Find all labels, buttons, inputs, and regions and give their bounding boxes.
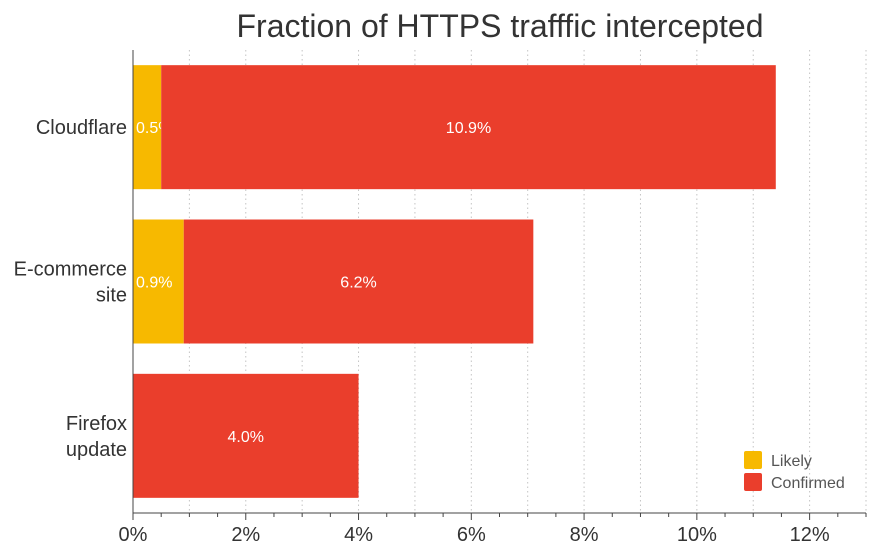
x-tick-label: 4%	[344, 524, 373, 546]
legend: Likely Confirmed	[744, 451, 845, 492]
bar-confirmed	[161, 65, 776, 190]
legend-swatch	[744, 473, 762, 491]
x-tick-label: 6%	[457, 524, 486, 546]
category-label: update	[66, 439, 127, 461]
category-labels: Cloudflare E-commerce site Firefox update	[14, 117, 127, 461]
legend-label: Confirmed	[771, 475, 845, 492]
axes: 0% 2% 4% 6% 8% 10% 12%	[119, 50, 867, 546]
category-label: site	[96, 285, 127, 307]
data-label: 10.9%	[446, 120, 491, 137]
data-label: 4.0%	[228, 429, 264, 446]
legend-swatch	[744, 451, 762, 469]
chart-title: Fraction of HTTPS trafffic intercepted	[236, 8, 763, 44]
x-tick-label: 10%	[677, 524, 717, 546]
bar-likely	[133, 219, 184, 344]
category-label: Cloudflare	[36, 117, 127, 139]
data-label: 0.9%	[136, 275, 172, 292]
x-tick-label: 2%	[231, 524, 260, 546]
category-label: Firefox	[66, 413, 127, 435]
bar-confirmed	[133, 373, 359, 498]
legend-label: Likely	[771, 453, 812, 470]
category-label: E-commerce	[14, 259, 127, 281]
x-tick-label: 8%	[570, 524, 599, 546]
bar-confirmed	[183, 219, 534, 344]
x-tick-label: 0%	[119, 524, 148, 546]
data-label: 6.2%	[340, 275, 376, 292]
bars: 0.5% 10.9%0.9% 6.2%4.0%	[133, 65, 776, 498]
bar-likely	[133, 65, 162, 190]
x-tick-label: 12%	[790, 524, 830, 546]
